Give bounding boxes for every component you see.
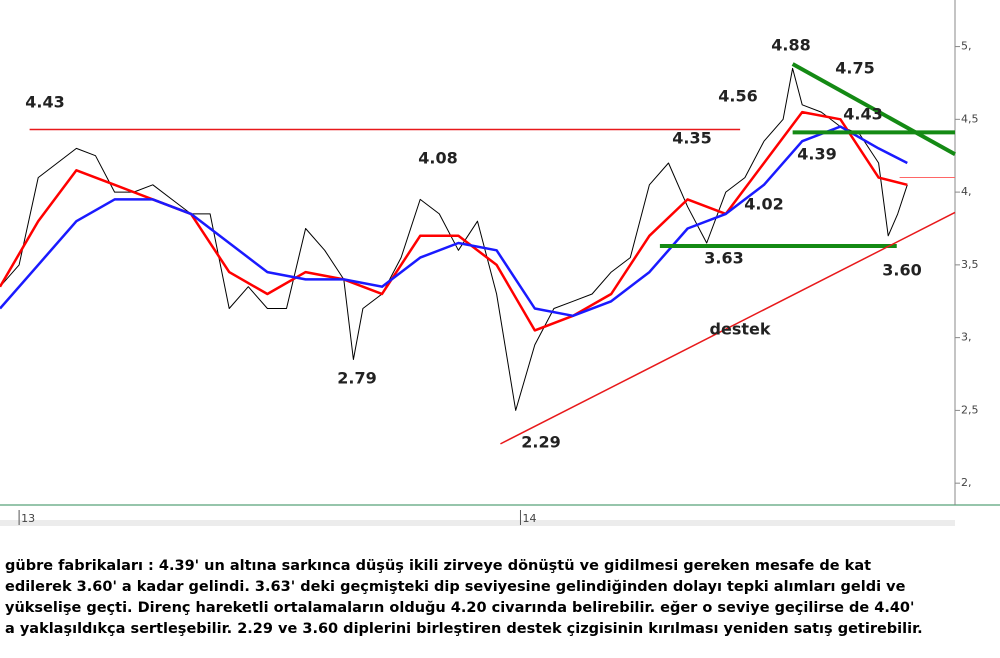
annotation: 4.08 [418,149,457,168]
annotation: 3.60 [882,261,921,280]
caption-line: a yaklaşıldıkça sertleşebilir. 2.29 ve 3… [5,621,923,637]
annotation: 4.43 [843,105,882,124]
annotation: 4.56 [718,87,757,106]
x-tick-label: 14 [522,512,536,525]
annotation: 4.39 [797,145,836,164]
caption-line: yükselişe geçti. Direnç hareketli ortala… [5,600,914,616]
y-tick-label: 3, [961,331,972,344]
y-tick-label: 2,5 [961,403,979,416]
annotation: 4.35 [672,129,711,148]
y-tick-label: 3,5 [961,258,979,271]
scroll-band [0,520,955,526]
series-line [0,67,908,411]
annotation: 4.75 [835,59,874,78]
caption-line: edilerek 3.60' a kadar gelindi. 3.63' de… [5,579,906,595]
annotation: 2.79 [337,369,376,388]
y-tick-label: 4, [961,185,972,198]
annotation: 4.43 [25,93,64,112]
series-line [0,125,908,318]
annotation: destek [710,320,771,339]
annotation: 4.02 [744,195,783,214]
y-tick-label: 5, [961,40,972,53]
y-tick-label: 2, [961,476,972,489]
caption-line: gübre fabrikaları : 4.39' un altına sark… [5,558,871,574]
annotation: 4.88 [771,36,810,55]
y-tick-label: 4,5 [961,112,979,125]
annotation: 3.63 [704,249,743,268]
series-line [0,110,908,332]
trend-line [500,211,956,445]
annotation: 2.29 [521,433,560,452]
trend-line [791,62,956,157]
x-tick-label: 13 [21,512,35,525]
